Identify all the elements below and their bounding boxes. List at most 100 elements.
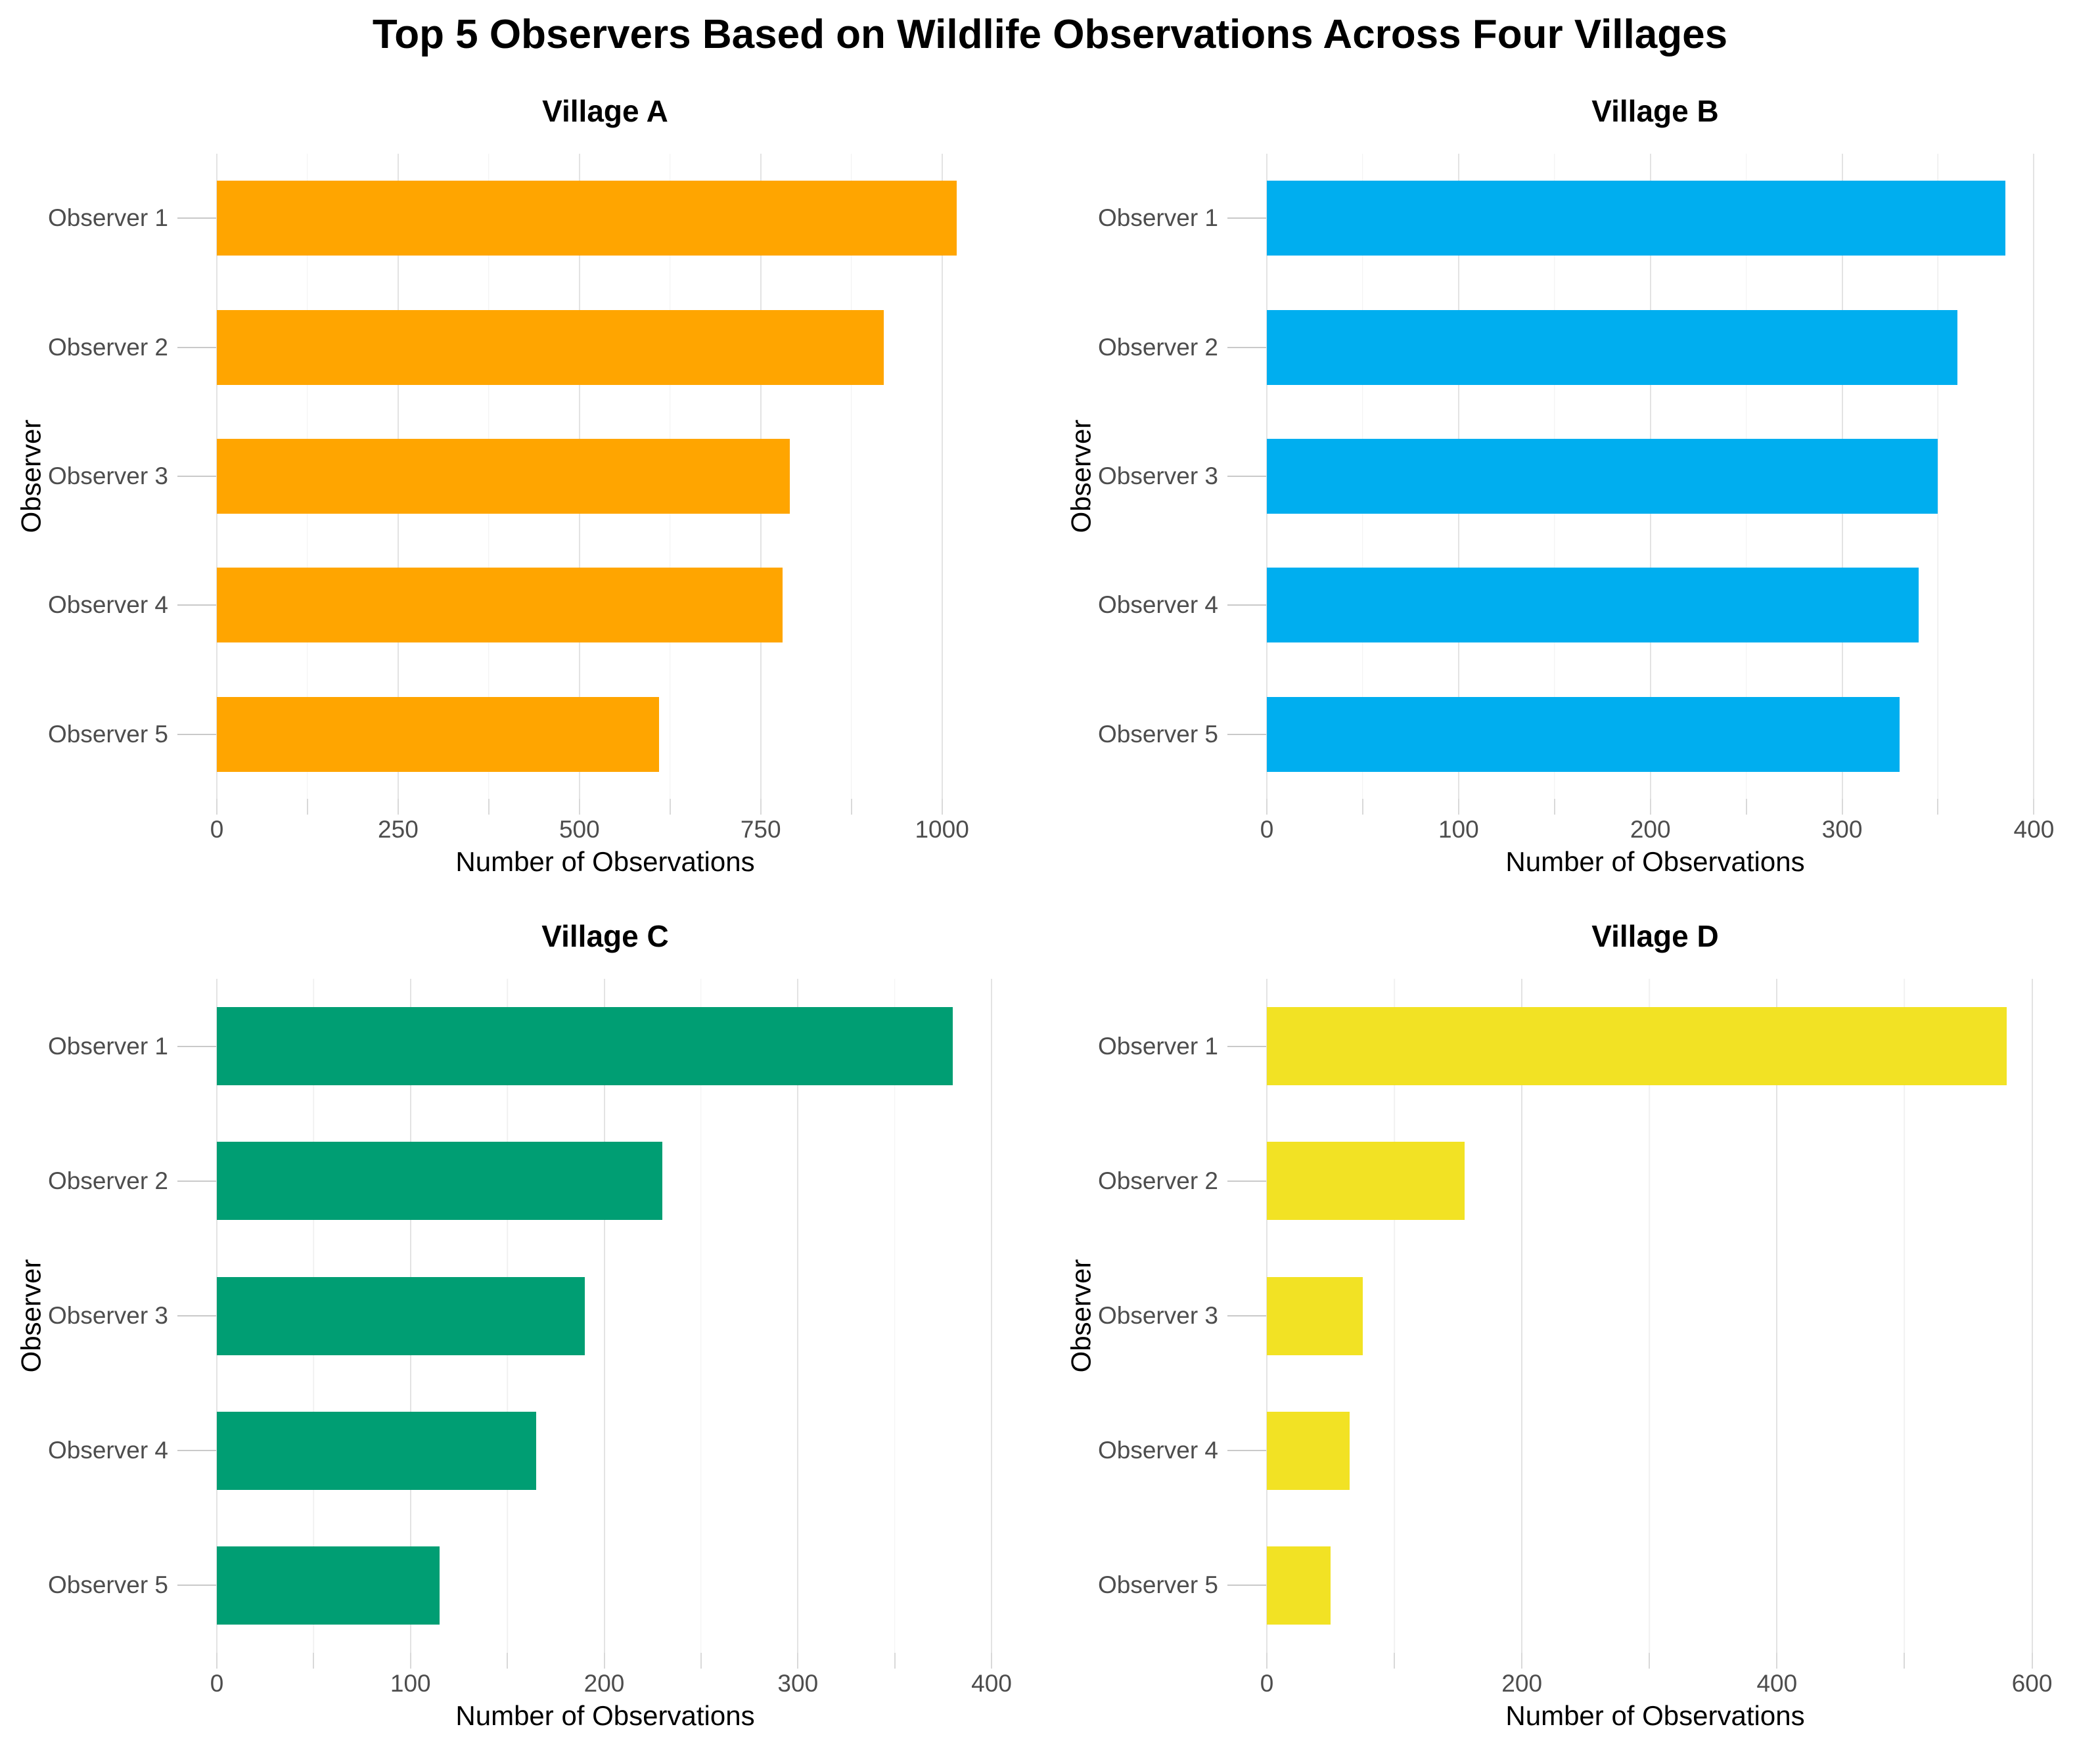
chart-panel-village-b: Village B Observer Observer 1 Observer 2 Obs… xyxy=(1050,68,2100,893)
bar-village-b-observer-5 xyxy=(1267,696,1900,772)
category-row-observer-5: Observer 5 xyxy=(48,670,217,799)
gridline-minor xyxy=(700,979,702,1653)
x-tick-label: 300 xyxy=(1821,816,1863,843)
bar-row-observer-4 xyxy=(1267,1383,2043,1518)
category-row-observer-1: Observer 1 xyxy=(48,979,217,1113)
bar-row-observer-1 xyxy=(1267,154,2043,282)
category-label: Observer 4 xyxy=(1097,1437,1218,1464)
category-row-observer-3: Observer 3 xyxy=(1098,412,1267,541)
category-label: Observer 3 xyxy=(47,1302,168,1329)
category-row-observer-5: Observer 5 xyxy=(1098,670,1267,799)
panel-title-village-a: Village A xyxy=(542,94,668,128)
bar-village-a-observer-2 xyxy=(217,309,884,385)
category-labels: Observer 1 Observer 2 Observer 3 Observer 4… xyxy=(1098,979,1267,1653)
bar-village-b-observer-3 xyxy=(1267,439,1938,514)
bar-row-observer-3 xyxy=(217,1248,993,1383)
category-label: Observer 3 xyxy=(47,462,168,490)
y-tick-mark xyxy=(177,1045,217,1047)
bar-row-observer-1 xyxy=(217,979,993,1113)
category-row-observer-4: Observer 4 xyxy=(1098,1383,1267,1518)
bar-row-observer-3 xyxy=(1267,412,2043,541)
category-row-observer-3: Observer 3 xyxy=(1098,1248,1267,1383)
category-row-observer-1: Observer 1 xyxy=(1098,154,1267,282)
category-label: Observer 5 xyxy=(47,1571,168,1599)
y-tick-mark xyxy=(1227,1180,1267,1182)
x-tick-label: 600 xyxy=(2011,1670,2053,1697)
plot-area-village-b xyxy=(1266,154,2043,799)
bar-village-d-observer-1 xyxy=(1267,1007,2007,1086)
y-tick-mark xyxy=(177,346,217,348)
bar-row-observer-1 xyxy=(217,154,993,282)
bar-village-b-observer-1 xyxy=(1267,181,2005,256)
y-tick-mark xyxy=(177,1585,217,1586)
bar-row-observer-5 xyxy=(1267,670,2043,799)
x-tick-label: 300 xyxy=(777,1670,819,1697)
x-tick-mark xyxy=(313,1653,315,1669)
category-row-observer-3: Observer 3 xyxy=(48,412,217,541)
category-row-observer-5: Observer 5 xyxy=(1098,1518,1267,1653)
category-row-observer-1: Observer 1 xyxy=(1098,979,1267,1113)
x-tick-label: 400 xyxy=(2013,816,2055,843)
bars-village-a xyxy=(217,154,993,799)
y-tick-mark xyxy=(1227,346,1267,348)
y-tick-mark xyxy=(1227,733,1267,735)
category-row-observer-4: Observer 4 xyxy=(48,541,217,669)
x-axis-ticks-village-a: 0 250 500 750 1000 xyxy=(210,799,993,843)
bar-village-c-observer-4 xyxy=(217,1411,537,1490)
bar-row-observer-4 xyxy=(1267,541,2043,669)
category-label: Observer 3 xyxy=(1097,462,1218,490)
category-label: Observer 5 xyxy=(1097,1571,1218,1599)
x-tick-mark xyxy=(1776,1653,1778,1669)
x-tick-mark xyxy=(700,1653,702,1669)
bar-village-b-observer-4 xyxy=(1267,568,1919,643)
bar-village-c-observer-1 xyxy=(217,1007,953,1086)
y-tick-mark xyxy=(1227,1450,1267,1452)
x-tick-mark xyxy=(1457,799,1459,815)
x-tick-mark xyxy=(941,799,943,815)
x-tick-mark xyxy=(1394,1653,1396,1669)
x-tick-label: 200 xyxy=(1501,1670,1543,1697)
category-row-observer-4: Observer 4 xyxy=(1098,541,1267,669)
bar-village-c-observer-5 xyxy=(217,1546,440,1625)
bar-row-observer-4 xyxy=(217,1383,993,1518)
bar-row-observer-1 xyxy=(1267,979,2043,1113)
x-tick-mark xyxy=(1553,799,1555,815)
category-row-observer-1: Observer 1 xyxy=(48,154,217,282)
category-row-observer-2: Observer 2 xyxy=(1098,1113,1267,1248)
x-tick-label: 100 xyxy=(390,1670,431,1697)
page-title: Top 5 Observers Based on Wildlife Observ… xyxy=(372,11,1728,57)
category-labels: Observer 1 Observer 2 Observer 3 Observer 4… xyxy=(48,154,217,799)
bar-village-a-observer-5 xyxy=(217,696,660,772)
y-tick-mark xyxy=(1227,1315,1267,1316)
gridline-major xyxy=(797,979,799,1653)
bar-row-observer-5 xyxy=(1267,1518,2043,1653)
category-label: Observer 4 xyxy=(47,1437,168,1464)
x-tick-mark xyxy=(1521,1653,1523,1669)
bar-village-a-observer-3 xyxy=(217,439,790,514)
x-axis-title: Number of Observations xyxy=(1505,1700,1805,1731)
bar-village-d-observer-2 xyxy=(1267,1142,1465,1221)
y-axis-title-text: Observer xyxy=(1065,419,1097,533)
x-tick-mark xyxy=(1745,799,1747,815)
category-row-observer-2: Observer 2 xyxy=(48,282,217,411)
category-label: Observer 1 xyxy=(47,204,168,232)
x-tick-mark xyxy=(669,799,671,815)
x-tick-mark xyxy=(894,1653,896,1669)
x-tick-mark xyxy=(1904,1653,1906,1669)
gridline-major xyxy=(1521,979,1523,1653)
x-tick-mark xyxy=(216,799,217,815)
y-tick-mark xyxy=(177,733,217,735)
y-tick-mark xyxy=(1227,604,1267,606)
y-tick-mark xyxy=(177,1450,217,1452)
bar-village-c-observer-2 xyxy=(217,1142,662,1221)
x-tick-label: 400 xyxy=(971,1670,1012,1697)
x-axis-ticks-village-b: 0 100 200 300 400 xyxy=(1260,799,2054,843)
gridline-minor xyxy=(1394,979,1395,1653)
x-tick-label: 500 xyxy=(559,816,600,843)
gridline-major xyxy=(991,979,993,1653)
x-tick-mark xyxy=(1266,799,1267,815)
x-axis-ticks-village-c: 0 100 200 300 400 xyxy=(210,1653,1012,1697)
x-tick-mark xyxy=(397,799,399,815)
y-axis-title-text: Observer xyxy=(15,419,47,533)
category-label: Observer 3 xyxy=(1097,1302,1218,1329)
